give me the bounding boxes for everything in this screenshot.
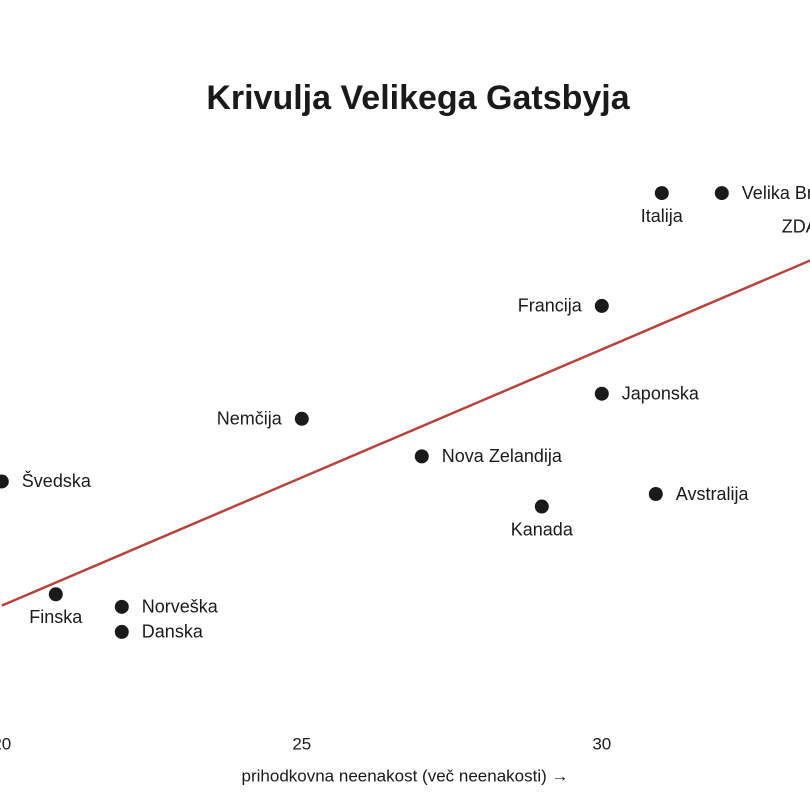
point-label: Kanada <box>511 519 574 539</box>
point-label: ZDA <box>782 216 810 236</box>
point-label: Avstralija <box>676 484 750 504</box>
point <box>294 411 309 426</box>
point <box>114 599 129 614</box>
point-label: Finska <box>29 607 83 627</box>
point-label: Nemčija <box>217 409 283 429</box>
point <box>48 587 63 602</box>
point-label: Nova Zelandija <box>442 446 563 466</box>
x-tick-label: 30 <box>592 734 611 753</box>
point <box>0 474 9 489</box>
point-label: Danska <box>142 622 204 642</box>
x-axis-label: prihodkovna neenakost (več neenakosti) → <box>242 766 569 785</box>
point <box>654 186 669 201</box>
point-label: Italija <box>641 206 684 226</box>
point <box>648 487 663 501</box>
point <box>594 386 609 401</box>
point-label: Francija <box>518 296 583 316</box>
point <box>534 499 549 514</box>
point-label: Japonska <box>622 383 700 403</box>
point <box>414 449 429 464</box>
point <box>594 298 609 313</box>
point <box>714 186 729 201</box>
point <box>114 624 129 639</box>
point-label: Velika Britanija <box>742 183 810 203</box>
x-tick-label: 20 <box>0 734 11 753</box>
x-tick-label: 25 <box>292 734 311 753</box>
point-label: Švedska <box>22 470 92 491</box>
point-label: Norveška <box>142 597 219 617</box>
trend-line <box>1 259 810 607</box>
chart-title: Krivulja Velikega Gatsbyja <box>206 79 630 117</box>
